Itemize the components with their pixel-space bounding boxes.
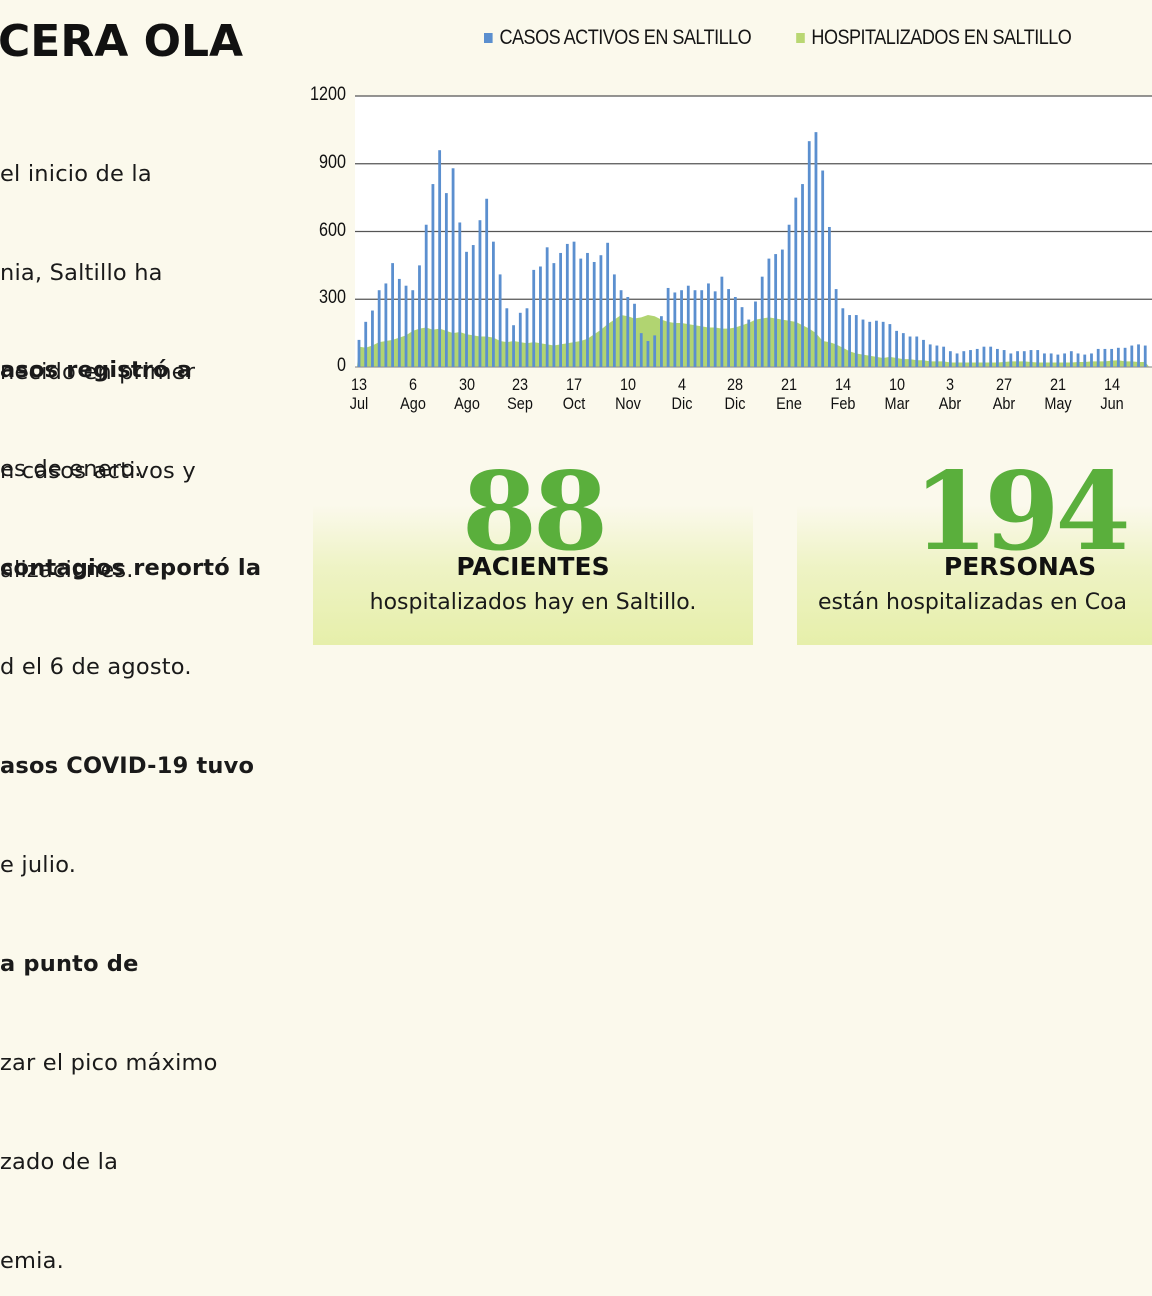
fact-line: a punto de (0, 951, 139, 977)
intro-line: n casos activos y (0, 458, 196, 484)
hospital-swatch-icon (795, 33, 805, 43)
intro-line: alizaciones. (0, 557, 134, 583)
x-axis-label: 14 Feb (830, 375, 856, 413)
page-title: CERA OLA (0, 16, 244, 67)
fact-line: contagios reportó la (0, 555, 262, 581)
x-axis-label: 6 Ago (399, 375, 426, 413)
stat-number-saltillo: 88 (461, 449, 608, 575)
fact-line: d el 6 de agosto. (0, 654, 192, 680)
stat-box-coahuila (797, 505, 1152, 645)
x-axis-label: 3 Abr (939, 375, 962, 413)
y-axis-label: 1200 (310, 84, 346, 105)
fact-line: zado de la (0, 1149, 119, 1175)
x-axis-label: 30 Ago (453, 375, 480, 413)
y-axis-label: 900 (319, 151, 346, 173)
facts-list: asos registró a es de enero. contagios r… (0, 288, 261, 1296)
chart-plot-area (355, 95, 1152, 368)
x-axis-label: 27 Abr (992, 375, 1016, 413)
x-axis-label: 23 Sep (507, 375, 534, 413)
stat-desc-coahuila: están hospitalizadas en Coa (818, 590, 1128, 615)
y-axis-label: 600 (319, 219, 346, 241)
x-axis-label: 10 Nov (614, 375, 641, 413)
x-axis-label: 14 Jun (1099, 375, 1124, 413)
fact-line: asos registró a (0, 357, 193, 383)
fact-line: emia. (0, 1248, 64, 1274)
stat-desc-saltillo: hospitalizados hay en Saltillo. (369, 590, 697, 615)
intro-line: el inicio de la (0, 161, 152, 187)
stat-label-coahuila: PERSONAS (943, 552, 1097, 581)
intro-line: necido en primer (0, 359, 196, 385)
fact-line: es de enero. (0, 456, 142, 482)
legend-item-active: CASOS ACTIVOS EN SALTILLO (484, 26, 752, 50)
intro-text: el inicio de la nia, Saltillo ha necido … (0, 92, 196, 620)
x-axis-label: 28 Dic (724, 375, 746, 413)
fact-line: zar el pico máximo (0, 1050, 218, 1076)
stat-number-coahuila: 194 (913, 449, 1130, 575)
y-axis-label: 300 (319, 287, 346, 309)
legend-item-hospital: HOSPITALIZADOS EN SALTILLO (795, 26, 1072, 50)
cases-chart: 0 300 600 900 1200 13 Jul 6 Ago 30 Ago 23 Sep 17 Oct 10… (290, 80, 1152, 430)
stat-label-saltillo: PACIENTES (456, 552, 610, 581)
y-axis-label: 0 (337, 355, 346, 376)
chart-legend: CASOS ACTIVOS EN SALTILLO HOSPITALIZADOS… (484, 26, 1072, 50)
intro-line: nia, Saltillo ha (0, 260, 163, 286)
active-swatch-icon (484, 33, 493, 43)
x-axis-label: 4 Dic (671, 375, 692, 413)
x-axis-label: 13 Jul (349, 375, 369, 413)
stat-box-saltillo (313, 505, 753, 645)
fact-line: e julio. (0, 852, 77, 878)
x-axis-label: 10 Mar (884, 375, 910, 413)
x-axis-label: 17 Oct (562, 375, 586, 413)
x-axis-label: 21 Ene (776, 375, 802, 413)
fact-line: asos COVID-19 tuvo (0, 753, 255, 779)
x-axis-label: 21 May (1044, 375, 1072, 413)
